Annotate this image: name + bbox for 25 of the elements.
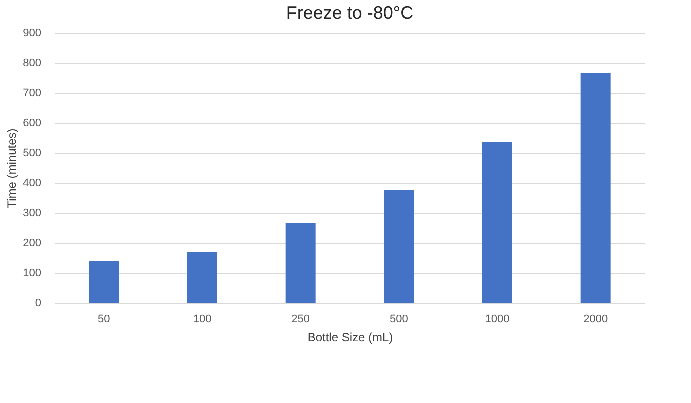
bar [482, 142, 512, 303]
bar [89, 261, 120, 303]
x-tick-label: 100 [193, 314, 212, 326]
y-axis-title: Time (minutes) [5, 128, 20, 208]
x-axis-title: Bottle Size (mL) [308, 330, 394, 344]
y-tick-label: 0 [35, 298, 42, 310]
x-tick-label: 250 [292, 314, 310, 326]
y-tick-label: 800 [23, 58, 42, 70]
bar [580, 74, 611, 303]
x-tick-label: 500 [390, 314, 408, 326]
y-tick-label: 100 [23, 268, 42, 280]
bar [384, 190, 414, 303]
x-tick-label: 2000 [584, 314, 608, 326]
x-tick-label: 50 [98, 314, 110, 326]
y-tick-label: 500 [23, 148, 42, 160]
y-tick-label: 900 [23, 28, 42, 40]
y-tick-label: 200 [23, 238, 42, 250]
y-tick-label: 400 [23, 178, 42, 190]
y-tick-label: 300 [23, 208, 42, 220]
bar [286, 224, 316, 303]
bar [188, 252, 218, 303]
chart-title: Freeze to -80°C [286, 3, 414, 23]
y-tick-label: 600 [23, 118, 42, 130]
y-tick-label: 700 [23, 88, 42, 100]
x-tick-label: 1000 [485, 314, 510, 326]
